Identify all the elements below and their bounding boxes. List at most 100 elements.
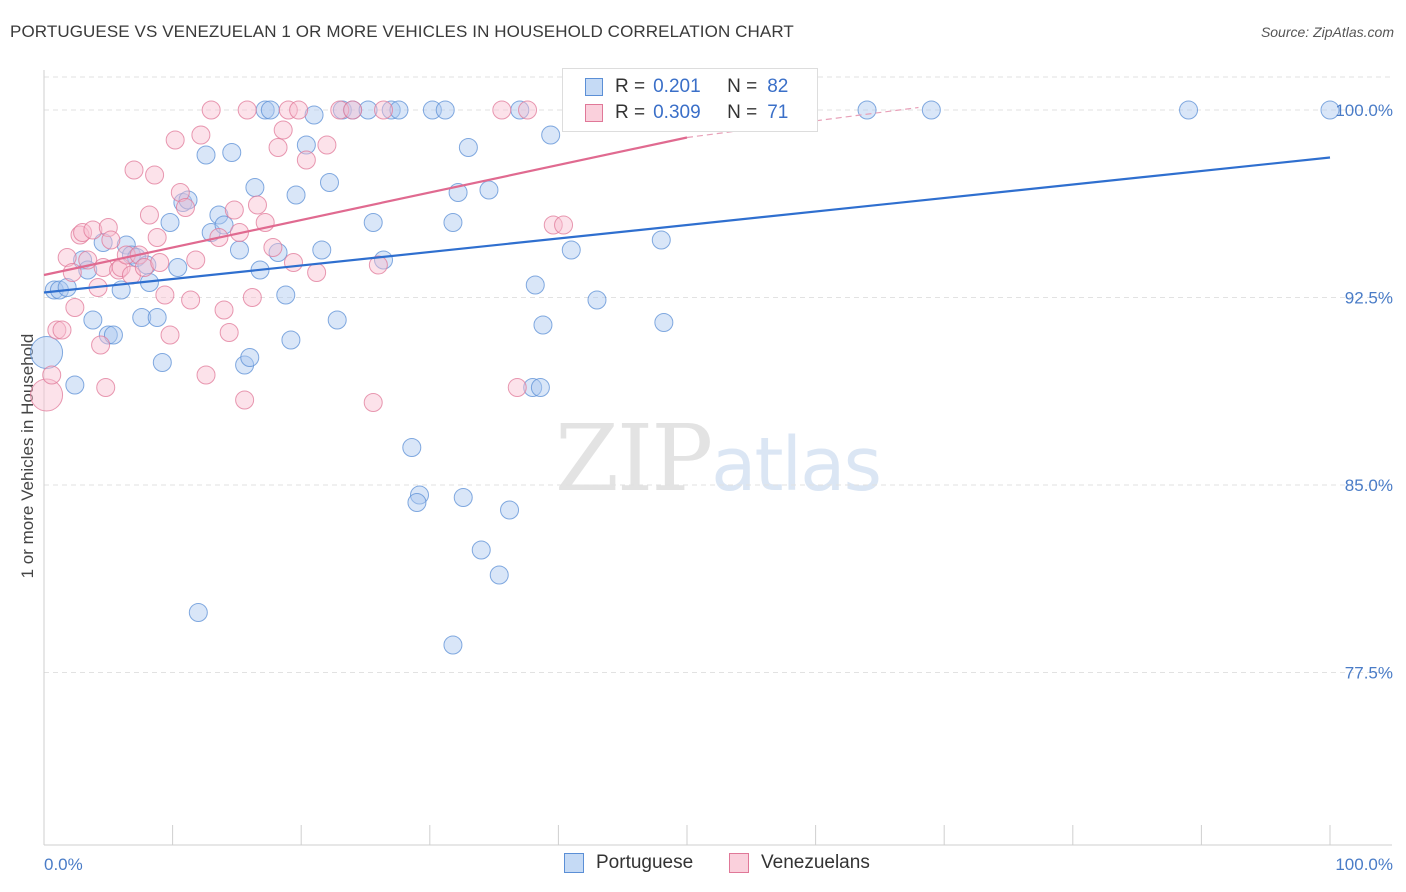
- venezuelans-point: [247, 195, 267, 215]
- venezuelans-point: [124, 160, 144, 180]
- venezuelans-point: [307, 263, 327, 282]
- portuguese-point: [435, 100, 455, 120]
- venezuelans-point: [70, 225, 90, 245]
- venezuelans-point: [237, 100, 257, 120]
- n-label: N =: [727, 102, 758, 123]
- portuguese-point: [1320, 100, 1340, 120]
- venezuelans-point: [283, 253, 303, 272]
- venezuelans-point: [273, 120, 293, 140]
- venezuelans-point: [109, 260, 129, 280]
- venezuelans-swatch: [585, 104, 603, 122]
- portuguese-point: [363, 213, 383, 232]
- portuguese-n-value: 82: [767, 76, 789, 97]
- portuguese-point: [525, 275, 545, 295]
- portuguese-point: [93, 233, 113, 252]
- portuguese-point: [471, 540, 491, 560]
- venezuelans-point: [278, 100, 298, 120]
- venezuelans-point: [145, 165, 165, 185]
- portuguese-point: [160, 213, 180, 232]
- portuguese-point: [276, 285, 296, 305]
- portuguese-point: [533, 315, 553, 335]
- venezuelans-point: [518, 100, 538, 120]
- portuguese-point: [381, 100, 401, 120]
- venezuelans-point: [134, 258, 154, 277]
- axes: [43, 70, 1392, 846]
- portuguese-r-value: 0.201: [653, 76, 701, 97]
- venezuelans-point: [101, 230, 121, 250]
- portuguese-point: [489, 565, 509, 585]
- portuguese-point: [116, 235, 136, 255]
- venezuelans-point: [155, 285, 175, 305]
- venezuelans-point: [196, 365, 216, 385]
- legend-item-venezuelans[interactable]: Venezuelans: [729, 852, 870, 874]
- venezuelans-point: [219, 323, 239, 342]
- portuguese-point: [57, 278, 77, 297]
- legend-item-portuguese[interactable]: Portuguese: [564, 852, 693, 874]
- portuguese-point: [541, 125, 561, 145]
- portuguese-point: [319, 173, 339, 192]
- series-legend: Portuguese Venezuelans: [0, 852, 1406, 878]
- portuguese-point: [921, 100, 941, 120]
- y-tick-label-2: 85.0%: [1345, 476, 1393, 495]
- portuguese-point: [1179, 100, 1199, 120]
- portuguese-point: [147, 308, 167, 327]
- venezuelans-point: [492, 100, 512, 120]
- source-credit: Source: ZipAtlas.com: [1260, 24, 1394, 40]
- venezuelans-trend-extension: [686, 106, 919, 139]
- portuguese-point: [458, 138, 478, 157]
- grid-lines: [44, 76, 1392, 673]
- watermark-zip: ZIP: [555, 405, 713, 512]
- portuguese-point: [410, 485, 430, 505]
- y-tick-label-1: 92.5%: [1345, 289, 1393, 308]
- correlation-legend: R = 0.201 N = 82 R = 0.309 N = 71: [562, 68, 818, 132]
- venezuelans-legend-swatch: [729, 853, 749, 873]
- portuguese-point: [286, 185, 306, 205]
- venezuelans-point: [175, 198, 195, 217]
- portuguese-point: [407, 493, 427, 512]
- venezuelans-point: [343, 100, 363, 120]
- y-tick-label-3: 77.5%: [1345, 664, 1393, 683]
- venezuelans-point: [52, 320, 72, 340]
- venezuelans-point: [554, 215, 574, 235]
- legend-row-venezuelans: R = 0.309 N = 71: [585, 101, 788, 125]
- venezuelans-point: [83, 220, 103, 240]
- portuguese-point: [296, 135, 316, 155]
- portuguese-point: [530, 378, 550, 397]
- venezuelans-point: [170, 183, 190, 202]
- portuguese-point: [312, 240, 332, 260]
- portuguese-point: [30, 336, 64, 369]
- portuguese-point: [209, 205, 229, 225]
- venezuelans-point: [242, 288, 262, 307]
- chart-title: PORTUGUESE VS VENEZUELAN 1 OR MORE VEHIC…: [10, 22, 794, 41]
- venezuelans-points: [30, 100, 574, 412]
- watermark: ZIPatlas: [555, 405, 882, 512]
- portuguese-point: [389, 100, 409, 120]
- portuguese-point: [65, 375, 85, 395]
- portuguese-point: [178, 190, 198, 210]
- venezuelans-point: [47, 320, 67, 340]
- venezuelans-trend-line: [43, 136, 688, 277]
- tick-labels: 100.0% 92.5% 85.0% 77.5% 0.0% 100.0%: [44, 101, 1393, 874]
- venezuelans-point: [186, 250, 206, 270]
- portuguese-swatch: [585, 78, 603, 96]
- venezuelans-r-value: 0.309: [653, 102, 701, 123]
- venezuelans-n-value: 71: [767, 102, 789, 123]
- venezuelans-point: [57, 248, 77, 267]
- venezuelans-point: [235, 390, 255, 410]
- portuguese-point: [73, 250, 93, 270]
- venezuelans-point: [224, 200, 244, 220]
- venezuelans-point: [62, 263, 82, 282]
- venezuelans-point: [96, 378, 116, 397]
- venezuelans-point: [214, 300, 234, 320]
- watermark-atlas: atlas: [711, 422, 882, 508]
- y-tick-label-0: 100.0%: [1335, 101, 1393, 120]
- portuguese-point: [152, 353, 172, 372]
- portuguese-point: [132, 308, 152, 327]
- n-label: N =: [727, 76, 758, 97]
- venezuelans-point: [147, 228, 167, 247]
- portuguese-point: [268, 243, 288, 262]
- trend-lines: [43, 106, 1331, 294]
- portuguese-point: [561, 240, 581, 260]
- venezuelans-point: [42, 365, 62, 385]
- portuguese-point: [98, 325, 118, 345]
